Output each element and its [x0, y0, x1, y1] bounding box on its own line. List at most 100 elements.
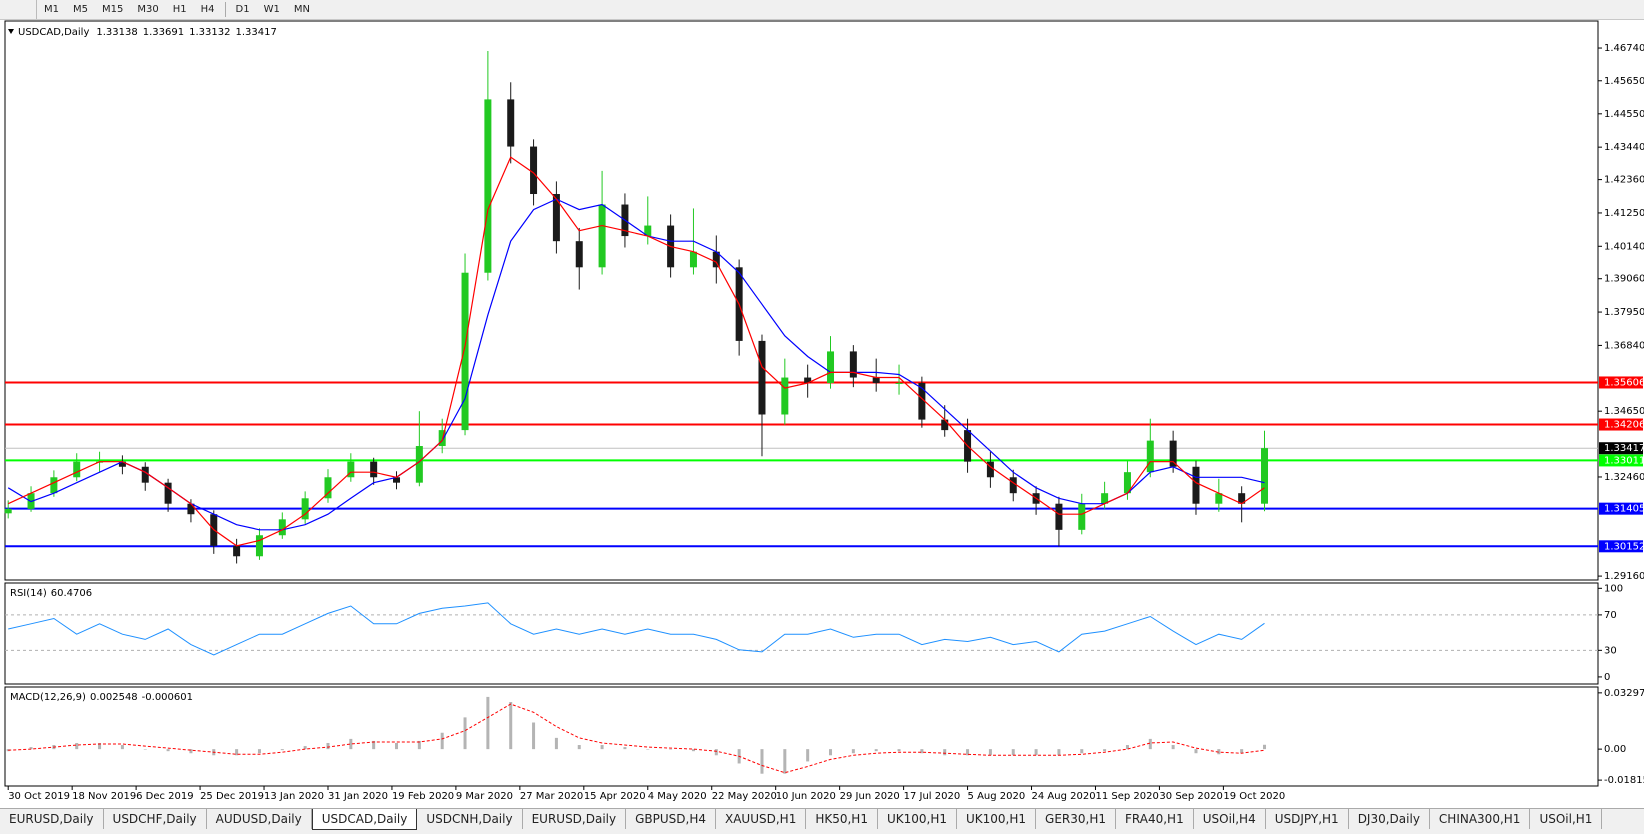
- y-tick-label: 70: [1604, 610, 1617, 621]
- macd-bar: [943, 749, 947, 756]
- chart-tab[interactable]: USOil,H4: [1194, 809, 1266, 829]
- x-tick-label: 5 Aug 2020: [968, 791, 1026, 802]
- chart-tab[interactable]: XAUUSD,H1: [716, 809, 807, 829]
- y-tick-label: 1.46740: [1604, 43, 1644, 54]
- candle-body: [4, 508, 12, 514]
- timeframe-button[interactable]: M5: [73, 4, 88, 15]
- candle-body: [118, 461, 126, 467]
- x-tick-label: 29 Jun 2020: [840, 791, 900, 802]
- y-tick-label: 1.44550: [1604, 109, 1644, 120]
- chart-tab[interactable]: UK100,H1: [878, 809, 957, 829]
- x-tick-label: 31 Jan 2020: [328, 791, 388, 802]
- macd-bar: [1011, 749, 1015, 756]
- candle-body: [644, 225, 652, 237]
- chart-tab[interactable]: DJ30,Daily: [1349, 809, 1430, 829]
- chart-tab[interactable]: HK50,H1: [806, 809, 878, 829]
- candle-body: [941, 419, 949, 431]
- candle-body: [1192, 466, 1200, 504]
- macd-bar: [829, 749, 833, 756]
- candle-body: [461, 272, 469, 431]
- timeframe-button[interactable]: H4: [200, 4, 215, 15]
- x-tick-label: 19 Oct 2020: [1223, 791, 1285, 802]
- candle-body: [1123, 472, 1131, 494]
- candle-body: [804, 377, 812, 383]
- timeframe-button[interactable]: M30: [137, 4, 159, 15]
- chart-tab[interactable]: USOil,H1: [1530, 809, 1603, 829]
- macd-bar: [463, 717, 467, 750]
- macd-bar: [1171, 745, 1175, 750]
- candle-body: [986, 461, 994, 478]
- macd-bar: [257, 749, 261, 754]
- macd-bar: [75, 742, 79, 750]
- candle-body: [50, 477, 58, 494]
- chart-tab[interactable]: USDCHF,Daily: [104, 809, 207, 829]
- macd-bar: [669, 749, 673, 750]
- candle-body: [1009, 477, 1017, 494]
- macd-bar: [1217, 749, 1221, 755]
- timeframe-button[interactable]: M15: [102, 4, 124, 15]
- candle-body: [141, 466, 149, 483]
- chart-tab[interactable]: USDJPY,H1: [1266, 809, 1349, 829]
- x-tick-label: 11 Sep 2020: [1095, 791, 1158, 802]
- candle-body: [918, 382, 926, 420]
- x-tick-label: 18 Nov 2019: [72, 791, 136, 802]
- macd-bar: [623, 747, 627, 750]
- macd-bar: [806, 749, 810, 762]
- candle-body: [530, 146, 538, 195]
- chart-title: USDCAD,Daily 1.33138 1.33691 1.33132 1.33417: [18, 27, 277, 38]
- indicator-value: 0.002548: [90, 692, 138, 703]
- candle-body: [278, 519, 286, 536]
- indicator-name: RSI(14): [10, 588, 47, 599]
- macd-bar: [1194, 749, 1198, 754]
- macd-bar: [166, 749, 170, 752]
- candle-body: [758, 340, 766, 415]
- x-tick-label: 6 Dec 2019: [136, 791, 194, 802]
- macd-bar: [1080, 749, 1084, 754]
- timeframe-button[interactable]: MN: [293, 4, 310, 15]
- chart-tab[interactable]: EURUSD,Daily: [0, 809, 104, 829]
- macd-bar: [120, 745, 124, 750]
- chart-tab[interactable]: USDCNH,Daily: [417, 809, 523, 829]
- chart-tab[interactable]: AUDUSD,Daily: [207, 809, 312, 829]
- candle-body: [1101, 493, 1109, 504]
- timeframe-button[interactable]: D1: [235, 4, 250, 15]
- timeframe-button[interactable]: H1: [172, 4, 187, 15]
- level-label: 1.35606: [1604, 377, 1644, 388]
- chart-tab[interactable]: EURUSD,Daily: [523, 809, 627, 829]
- macd-bar: [486, 696, 490, 750]
- level-label-box: [1599, 540, 1643, 553]
- candle-body: [689, 251, 697, 268]
- separator: [224, 2, 226, 17]
- chart-tab[interactable]: USDCAD,Daily: [311, 809, 418, 830]
- chart-tab[interactable]: CHINA300,H1: [1430, 809, 1531, 829]
- candle-body: [575, 241, 583, 268]
- candle-body: [1055, 503, 1063, 530]
- chart-tab[interactable]: FRA40,H1: [1116, 809, 1194, 829]
- candle-body: [1078, 503, 1086, 530]
- chart-tab[interactable]: GBPUSD,H4: [626, 809, 716, 829]
- candle-body: [233, 545, 241, 557]
- level-label-box: [1599, 454, 1643, 467]
- timeframe-button[interactable]: W1: [263, 4, 280, 15]
- macd-bar: [532, 722, 536, 750]
- macd-bar: [966, 749, 970, 756]
- candle-body: [415, 446, 423, 483]
- candle-body: [849, 351, 857, 378]
- macd-bar: [372, 740, 376, 750]
- macd-bar: [1057, 749, 1061, 756]
- candle-body: [324, 477, 332, 499]
- chart-tab[interactable]: GER30,H1: [1036, 809, 1116, 829]
- timeframe-button[interactable]: M1: [44, 4, 59, 15]
- y-tick-label: 1.34650: [1604, 406, 1644, 417]
- chart-tab[interactable]: UK100,H1: [957, 809, 1037, 829]
- macd-bar: [783, 749, 787, 774]
- macd-bar: [577, 745, 581, 750]
- macd-bar: [189, 749, 193, 754]
- candle-body: [393, 477, 401, 483]
- macd-bar: [303, 746, 307, 750]
- macd-bar: [691, 749, 695, 752]
- macd-bar: [143, 749, 147, 750]
- x-tick-label: 30 Oct 2019: [8, 791, 70, 802]
- macd-bar: [760, 749, 764, 774]
- x-tick-label: 17 Jul 2020: [904, 791, 961, 802]
